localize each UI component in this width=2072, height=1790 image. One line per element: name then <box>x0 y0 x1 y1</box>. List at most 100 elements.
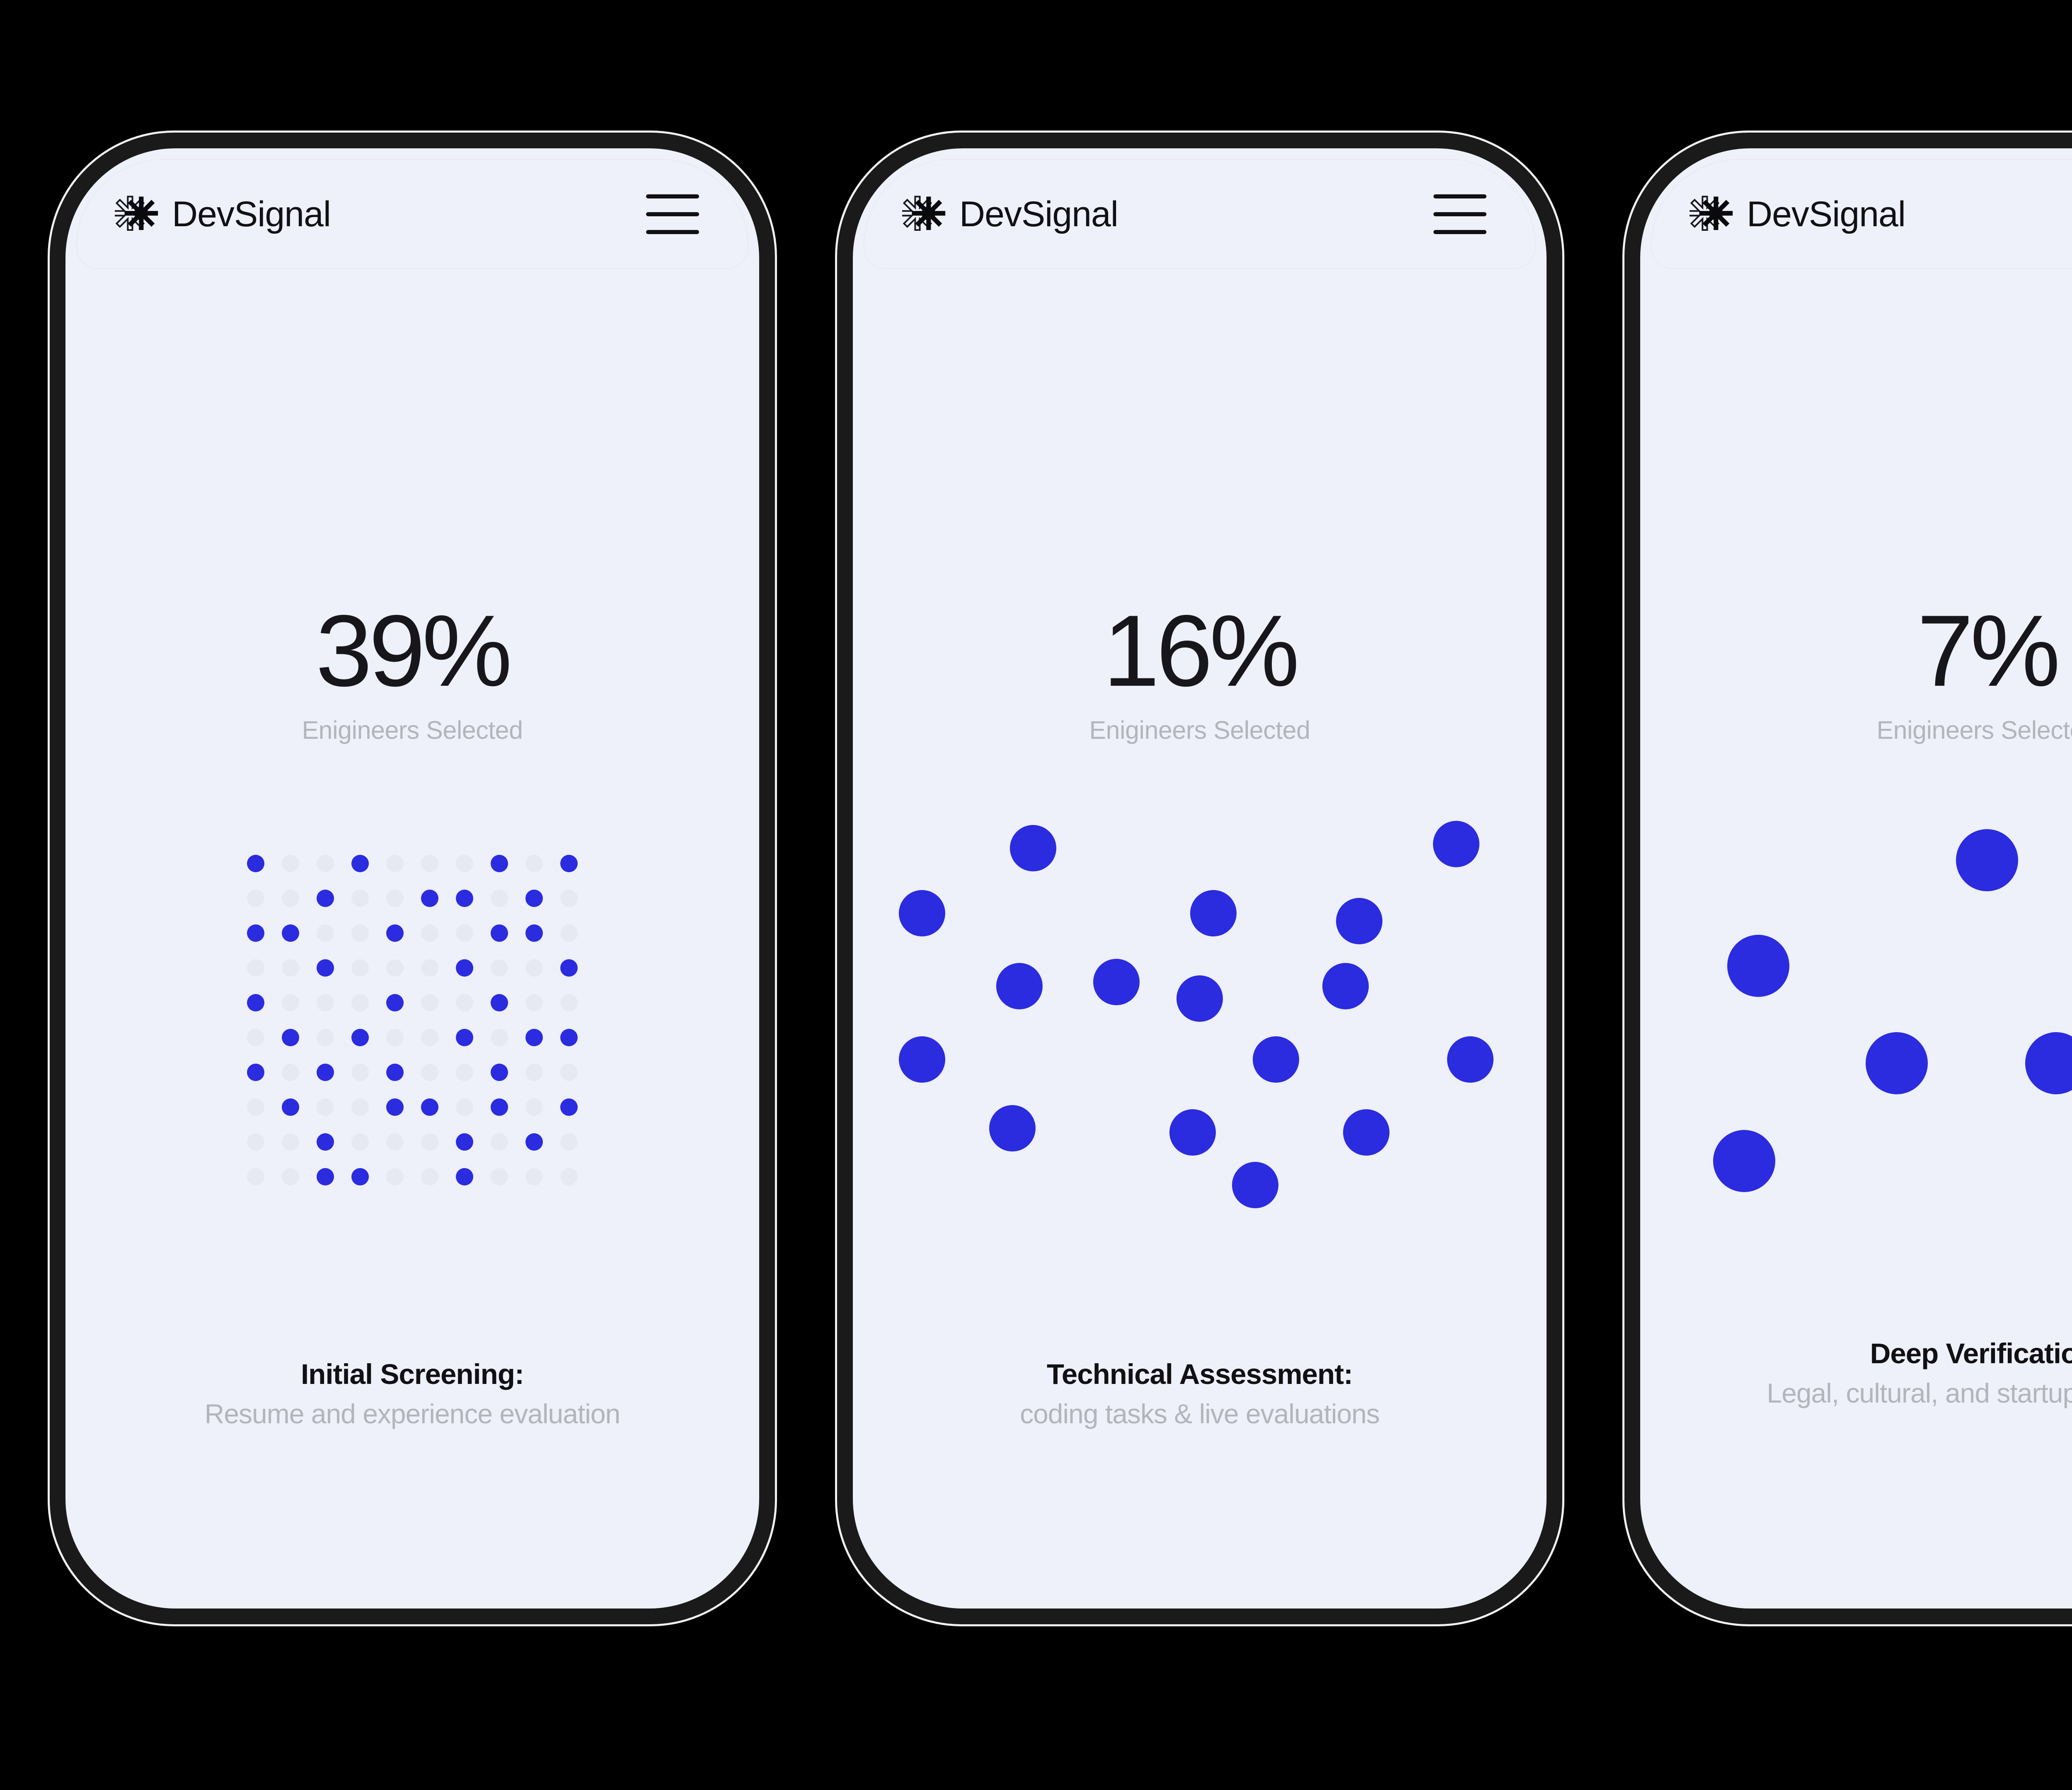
phone-mockup-2: DevSignal 16% Enigineers Selected Techni… <box>837 133 1562 1624</box>
visualization-1 <box>65 828 759 1234</box>
dot-empty <box>386 890 404 907</box>
dot-filled <box>1433 821 1480 868</box>
dot-filled <box>421 1098 438 1116</box>
percent-value: 16% <box>1103 594 1300 707</box>
stage-title: Technical Assessment: <box>1046 1358 1353 1390</box>
dot-empty <box>247 890 264 907</box>
dot-empty <box>247 1029 264 1046</box>
dot-empty <box>491 1133 508 1151</box>
dot-grid <box>238 846 586 1194</box>
caption-block-1: Initial Screening: Resume and experience… <box>104 1358 721 1430</box>
dot-empty <box>282 855 299 872</box>
phone-screen-1: DevSignal 39% Enigineers Selected Initia… <box>65 148 759 1609</box>
dot-empty <box>317 855 334 872</box>
dot-filled <box>421 890 438 907</box>
dot-empty <box>421 1168 438 1185</box>
dot-empty <box>351 1133 369 1151</box>
dot-empty <box>386 1168 404 1185</box>
dot-empty <box>560 924 578 942</box>
dot-empty <box>351 994 369 1011</box>
asterisk-double-icon <box>902 191 949 237</box>
dot-filled <box>1093 959 1140 1006</box>
dot-empty <box>386 959 404 977</box>
stage-subtitle: Resume and experience evaluation <box>204 1398 621 1430</box>
dot-empty <box>351 890 369 907</box>
dot-filled <box>1956 829 2018 892</box>
dot-filled <box>1343 1109 1389 1156</box>
dot-empty <box>456 994 473 1011</box>
stat-block-2: 16% Enigineers Selected <box>853 600 1547 745</box>
hamburger-menu-icon[interactable] <box>1433 194 1486 234</box>
dot-empty <box>386 1133 404 1151</box>
dot-empty <box>421 1064 438 1081</box>
dot-filled <box>560 1098 578 1116</box>
dot-filled <box>560 855 578 872</box>
dot-empty <box>317 1029 334 1046</box>
dot-filled <box>247 924 264 942</box>
dot-empty <box>282 994 299 1011</box>
brand-lockup-2[interactable]: DevSignal <box>902 191 1118 237</box>
dot-filled <box>456 890 473 907</box>
dot-filled <box>282 924 299 942</box>
dot-filled <box>456 1168 473 1185</box>
dot-filled <box>317 1168 334 1185</box>
app-header-1: DevSignal <box>76 159 748 269</box>
dot-filled <box>1010 825 1057 871</box>
dot-filled <box>386 1064 404 1081</box>
dot-filled <box>386 924 404 942</box>
brand-lockup-3[interactable]: DevSignal <box>1690 191 1906 237</box>
dot-empty <box>351 959 369 977</box>
dot-empty <box>491 1168 508 1185</box>
dot-filled <box>247 994 264 1011</box>
dot-empty <box>386 855 404 872</box>
brand-lockup-1[interactable]: DevSignal <box>115 191 331 237</box>
dot-empty <box>421 1133 438 1151</box>
percent-value: 39% <box>315 594 512 707</box>
phone-mockup-1: DevSignal 39% Enigineers Selected Initia… <box>50 133 775 1624</box>
dot-empty <box>282 890 299 907</box>
dot-filled <box>317 890 334 907</box>
dot-filled <box>1866 1032 1928 1095</box>
dot-empty <box>421 1029 438 1046</box>
dot-empty <box>491 959 508 977</box>
dot-empty <box>525 994 543 1011</box>
dot-empty <box>247 1098 264 1116</box>
dot-empty <box>317 994 334 1011</box>
brand-name: DevSignal <box>959 194 1118 234</box>
dot-filled <box>351 1168 369 1185</box>
dot-filled <box>1169 1109 1216 1156</box>
dot-filled <box>491 1064 508 1081</box>
dot-filled <box>1322 963 1369 1010</box>
caption-block-3: Deep Verification: Legal, cultural, and … <box>1678 1338 2072 1410</box>
stat-block-1: 39% Enigineers Selected <box>65 600 759 745</box>
visualization-3 <box>1640 828 2072 1234</box>
asterisk-double-icon <box>1690 191 1736 237</box>
dot-empty <box>456 855 473 872</box>
dot-empty <box>247 959 264 977</box>
dot-filled <box>456 959 473 977</box>
hamburger-menu-icon[interactable] <box>646 194 699 234</box>
dot-filled <box>560 959 578 977</box>
stage-subtitle: Legal, cultural, and startup fit analysi… <box>1767 1378 2072 1409</box>
percent-caption: Enigineers Selected <box>1876 716 2072 744</box>
caption-block-2: Technical Assessment: coding tasks & liv… <box>891 1358 1508 1430</box>
dot-filled <box>386 1098 404 1116</box>
dot-empty <box>456 924 473 942</box>
dot-empty <box>456 1098 473 1116</box>
brand-name: DevSignal <box>1747 194 1906 234</box>
percent-caption: Enigineers Selected <box>1089 716 1310 744</box>
dot-filled <box>456 1029 473 1046</box>
brand-name: DevSignal <box>172 194 331 234</box>
dot-empty <box>560 1133 578 1151</box>
dot-filled <box>989 1105 1036 1152</box>
dot-empty <box>247 1168 264 1185</box>
dot-empty <box>282 1064 299 1081</box>
dot-filled <box>491 994 508 1011</box>
dot-filled <box>1232 1162 1278 1209</box>
stage-title: Initial Screening: <box>301 1358 524 1390</box>
visualization-2 <box>853 821 1547 1234</box>
dot-empty <box>560 994 578 1011</box>
dot-filled <box>282 1098 299 1116</box>
stage-subtitle: coding tasks & live evaluations <box>1020 1398 1380 1430</box>
